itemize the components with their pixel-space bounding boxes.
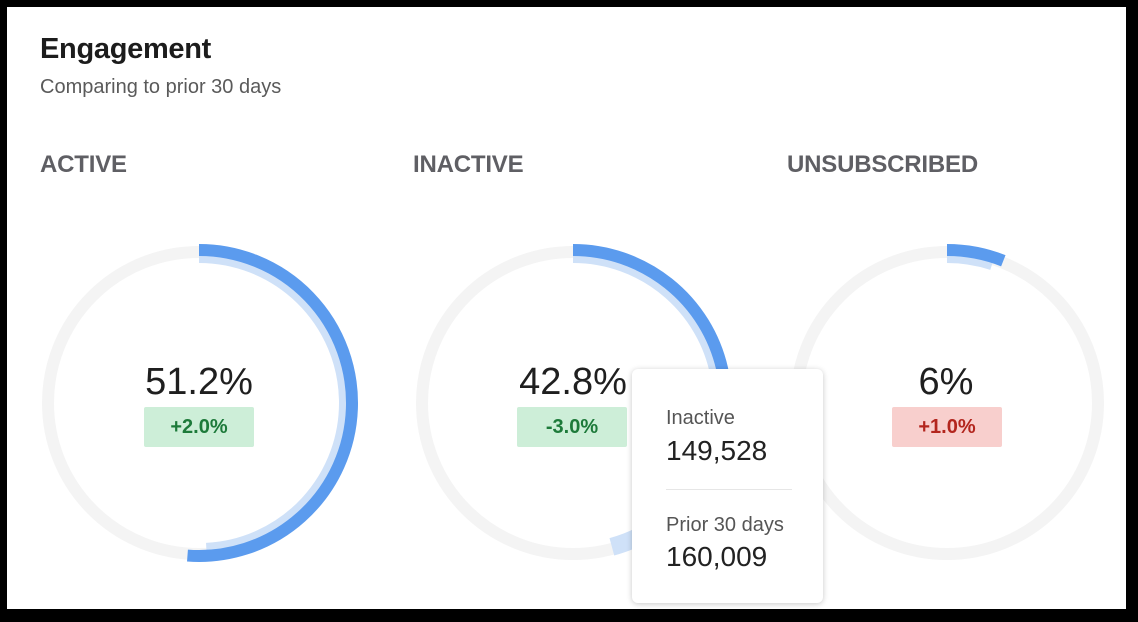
tooltip-prior-value: 160,009	[666, 541, 768, 572]
ring-current-unsubscribed[interactable]	[946, 244, 1006, 267]
tooltip-current-label: Inactive	[666, 407, 735, 429]
change-badge-unsubscribed: +1.0%	[892, 407, 1002, 447]
change-badge-inactive: -3.0%	[517, 407, 627, 447]
card-title: Engagement	[40, 33, 212, 65]
value-active: 51.2%	[145, 361, 253, 403]
metric-label-unsubscribed: UNSUBSCRIBED	[787, 151, 978, 178]
tooltip-current-value: 149,528	[666, 435, 768, 466]
value-unsubscribed: 6%	[918, 361, 974, 403]
card-subtitle: Comparing to prior 30 days	[40, 76, 282, 98]
hover-tooltip: Inactive 149,528 Prior 30 days 160,009	[632, 369, 823, 603]
tooltip-divider	[666, 489, 792, 490]
donut-charts	[42, 244, 1104, 562]
metric-label-inactive: INACTIVE	[413, 151, 524, 178]
change-badge-active: +2.0%	[144, 407, 254, 447]
tooltip-prior-label: Prior 30 days	[666, 514, 784, 536]
metric-label-active: ACTIVE	[40, 151, 127, 178]
value-inactive: 42.8%	[519, 361, 627, 403]
ring-current-active[interactable]	[187, 244, 358, 562]
engagement-card: Engagement Comparing to prior 30 days AC…	[7, 7, 1126, 609]
